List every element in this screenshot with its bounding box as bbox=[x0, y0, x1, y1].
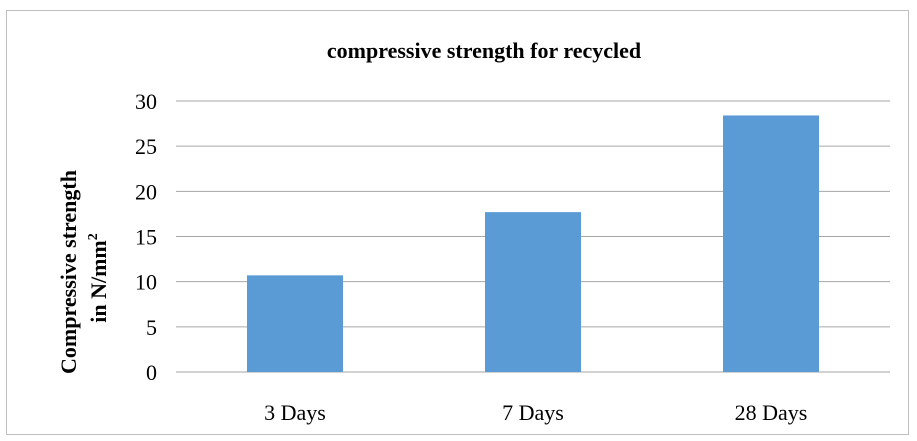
y-axis-label-line2: in N/mm2 bbox=[86, 233, 111, 323]
y-axis-label-line2-text: in N/mm bbox=[86, 240, 111, 323]
y-axis-label-line1: Compressive strength bbox=[56, 170, 81, 374]
y-tick-label: 15 bbox=[135, 225, 157, 250]
y-tick-label: 25 bbox=[135, 134, 157, 159]
y-axis-label-superscript: 2 bbox=[86, 233, 101, 240]
y-tick-label: 10 bbox=[135, 270, 157, 295]
bar bbox=[247, 275, 343, 372]
y-axis-ticks: 0 5 10 15 20 25 30 bbox=[135, 89, 157, 385]
y-tick-label: 0 bbox=[146, 360, 157, 385]
bars bbox=[247, 115, 819, 372]
x-tick-label: 28 Days bbox=[735, 400, 808, 425]
x-tick-label: 3 Days bbox=[264, 400, 326, 425]
y-axis-label: Compressive strength in N/mm2 bbox=[56, 170, 111, 374]
y-tick-label: 5 bbox=[146, 315, 157, 340]
y-tick-label: 30 bbox=[135, 89, 157, 114]
bar bbox=[485, 212, 581, 372]
chart-title: compressive strength for recycled bbox=[327, 38, 641, 63]
x-axis-labels: 3 Days 7 Days 28 Days bbox=[264, 400, 807, 425]
y-tick-label: 20 bbox=[135, 179, 157, 204]
bar bbox=[723, 115, 819, 372]
x-tick-label: 7 Days bbox=[502, 400, 564, 425]
